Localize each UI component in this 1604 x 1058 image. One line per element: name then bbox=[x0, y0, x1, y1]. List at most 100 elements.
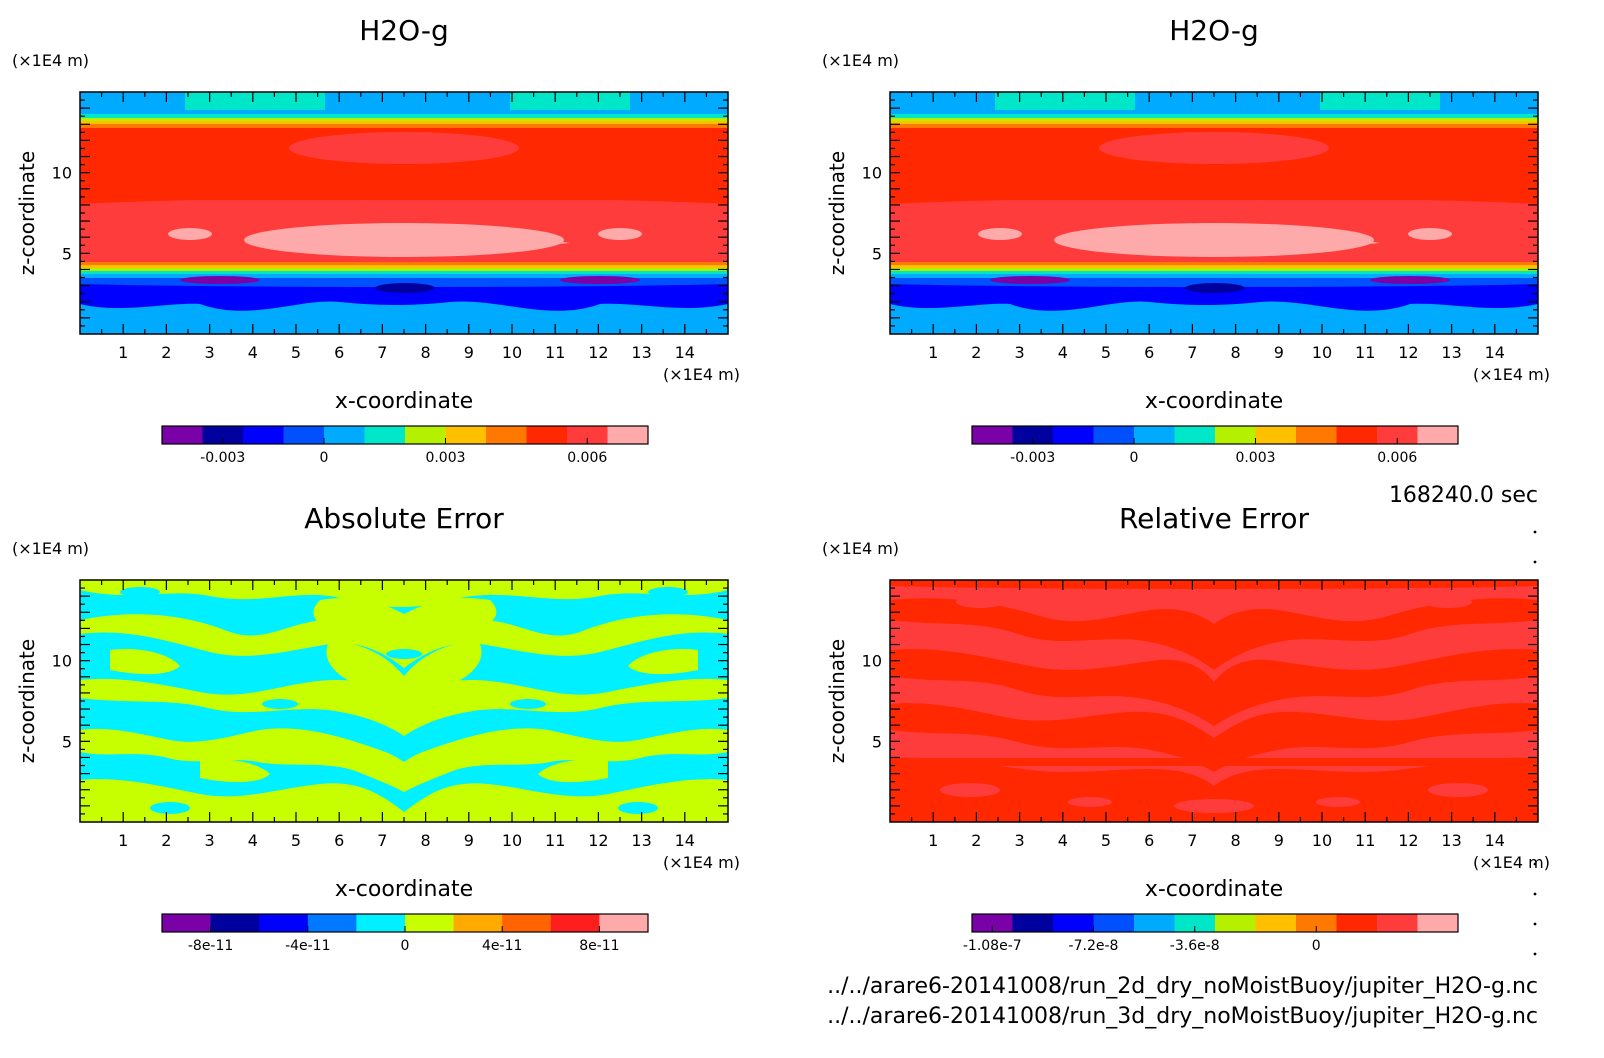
colorbar-swatch bbox=[972, 426, 1013, 444]
colorbar-tick-label: 0.003 bbox=[1235, 450, 1275, 466]
y-unit-label: (×1E4 m) bbox=[822, 51, 899, 70]
x-tick-label: 11 bbox=[545, 343, 565, 362]
colorbar-swatch bbox=[202, 426, 244, 444]
x-unit-label: (×1E4 m) bbox=[1473, 853, 1550, 872]
colorbar-swatch bbox=[259, 914, 309, 932]
x-tick-label: 1 bbox=[928, 831, 938, 850]
colorbar-swatch bbox=[1255, 426, 1297, 444]
x-tick-label: 5 bbox=[291, 831, 301, 850]
colorbar-swatch bbox=[1174, 426, 1216, 444]
colorbar-swatch bbox=[1053, 914, 1094, 932]
x-tick-label: 13 bbox=[1441, 831, 1461, 850]
y-tick-label: 10 bbox=[862, 652, 882, 671]
colorbar-swatch bbox=[1215, 426, 1256, 444]
x-tick-label: 8 bbox=[1231, 831, 1241, 850]
colorbar-swatch bbox=[162, 426, 203, 444]
y-unit-label: (×1E4 m) bbox=[12, 51, 89, 70]
colorbar-swatch bbox=[405, 426, 446, 444]
x-tick-label: 11 bbox=[1355, 831, 1375, 850]
colorbar-swatch bbox=[1174, 914, 1216, 932]
x-tick-label: 1 bbox=[118, 343, 128, 362]
colorbar: -0.003 0 0.003 0.006 bbox=[161, 425, 649, 466]
x-tick-label: 3 bbox=[1015, 343, 1025, 362]
dot-marker bbox=[1533, 922, 1537, 926]
colorbar-swatch bbox=[1012, 914, 1054, 932]
y-tick-label: 10 bbox=[52, 652, 72, 671]
x-tick-label: 4 bbox=[248, 831, 258, 850]
x-tick-label: 1 bbox=[928, 343, 938, 362]
colorbar-swatch bbox=[1417, 426, 1459, 444]
colorbar-swatch bbox=[1377, 426, 1418, 444]
x-tick-label: 6 bbox=[334, 831, 344, 850]
x-axis-label: x-coordinate bbox=[335, 877, 473, 902]
x-tick-label: 5 bbox=[1101, 343, 1111, 362]
x-tick-label: 13 bbox=[1441, 343, 1461, 362]
x-tick-label: 10 bbox=[502, 831, 522, 850]
colorbar: -1.08e-7 -7.2e-8 -3.6e-8 0 bbox=[963, 913, 1459, 954]
y-axis-label: z-coordinate bbox=[825, 639, 849, 763]
colorbar-swatch bbox=[1417, 914, 1459, 932]
colorbar-tick-label: 0.006 bbox=[1377, 450, 1417, 466]
y-axis-label: z-coordinate bbox=[825, 151, 849, 275]
x-tick-label: 6 bbox=[334, 343, 344, 362]
x-tick-label: 3 bbox=[205, 831, 215, 850]
heatmap-field bbox=[80, 92, 728, 334]
x-tick-label: 14 bbox=[1485, 343, 1505, 362]
colorbar-swatch bbox=[1255, 914, 1297, 932]
x-tick-label: 10 bbox=[1312, 343, 1332, 362]
colorbar-swatch bbox=[526, 426, 568, 444]
colorbar-swatch bbox=[1093, 426, 1135, 444]
heatmap-field bbox=[890, 92, 1538, 334]
colorbar-swatch bbox=[486, 426, 527, 444]
chart-title: Relative Error bbox=[1119, 502, 1310, 535]
x-tick-label: 12 bbox=[588, 343, 608, 362]
colorbar-tick-label: 0 bbox=[401, 938, 410, 954]
x-tick-label: 10 bbox=[502, 343, 522, 362]
chart-title: H2O-g bbox=[1169, 14, 1259, 47]
colorbar-swatch bbox=[162, 914, 212, 932]
colorbar-swatch bbox=[356, 914, 406, 932]
x-tick-label: 10 bbox=[1312, 831, 1332, 850]
colorbar-tick-label: 0 bbox=[1130, 450, 1139, 466]
x-tick-label: 5 bbox=[291, 343, 301, 362]
x-tick-label: 7 bbox=[377, 343, 387, 362]
time-label: 168240.0 sec bbox=[1389, 483, 1538, 508]
colorbar-swatch bbox=[1093, 914, 1135, 932]
y-tick-label: 5 bbox=[872, 244, 882, 263]
x-tick-label: 4 bbox=[1058, 831, 1068, 850]
y-unit-label: (×1E4 m) bbox=[12, 539, 89, 558]
x-tick-label: 9 bbox=[464, 343, 474, 362]
y-tick-label: 10 bbox=[52, 164, 72, 183]
x-tick-label: 7 bbox=[1187, 831, 1197, 850]
colorbar-swatch bbox=[1296, 426, 1337, 444]
colorbar-swatch bbox=[1012, 426, 1054, 444]
x-tick-label: 1 bbox=[118, 831, 128, 850]
chart-title: Absolute Error bbox=[304, 502, 504, 535]
x-tick-label: 8 bbox=[1231, 343, 1241, 362]
colorbar-swatch bbox=[405, 914, 455, 932]
x-tick-label: 12 bbox=[1398, 831, 1418, 850]
x-tick-label: 9 bbox=[1274, 343, 1284, 362]
colorbar-tick-label: 0 bbox=[1312, 938, 1321, 954]
colorbar-tick-label: 0.006 bbox=[567, 450, 607, 466]
y-tick-label: 5 bbox=[62, 732, 72, 751]
y-axis-label: z-coordinate bbox=[15, 639, 39, 763]
x-tick-label: 3 bbox=[205, 343, 215, 362]
colorbar-swatch bbox=[1053, 426, 1094, 444]
x-tick-label: 14 bbox=[1485, 831, 1505, 850]
x-tick-label: 4 bbox=[248, 343, 258, 362]
x-tick-label: 11 bbox=[1355, 343, 1375, 362]
colorbar-swatch bbox=[1134, 426, 1175, 444]
colorbar-tick-label: 0 bbox=[320, 450, 329, 466]
colorbar-frame bbox=[971, 425, 1459, 445]
colorbar-swatch bbox=[324, 426, 365, 444]
colorbar-swatch bbox=[1215, 914, 1256, 932]
dot-marker bbox=[1533, 892, 1537, 896]
y-tick-label: 5 bbox=[872, 732, 882, 751]
colorbar-swatch bbox=[599, 914, 649, 932]
file-path-2: ../../arare6-20141008/run_3d_dry_noMoist… bbox=[827, 1004, 1538, 1029]
colorbar-tick-label: 8e-11 bbox=[579, 938, 619, 954]
